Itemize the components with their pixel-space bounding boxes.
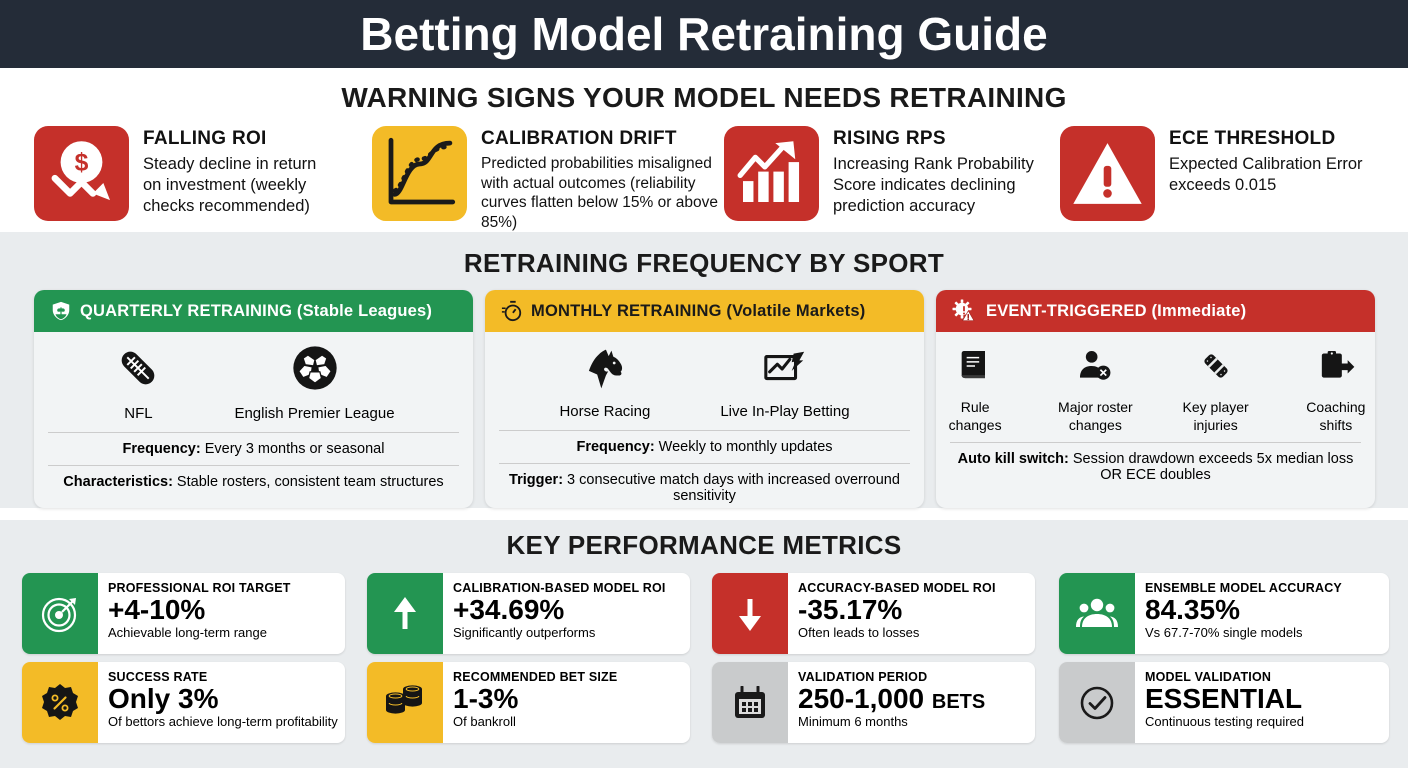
svg-text:$: $ xyxy=(75,150,89,177)
